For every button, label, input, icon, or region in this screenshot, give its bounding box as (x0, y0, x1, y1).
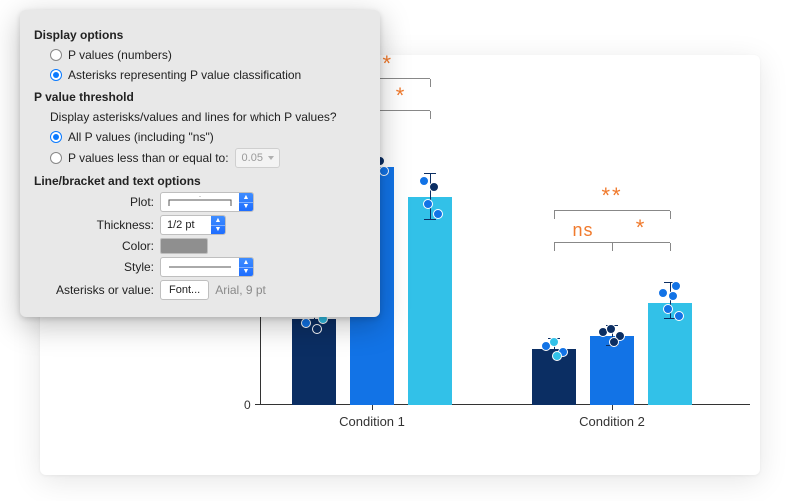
threshold-select[interactable]: 0.05 (235, 148, 280, 168)
data-point (433, 209, 443, 219)
data-point (549, 337, 559, 347)
x-tick (372, 405, 373, 410)
radio-asterisks-label: Asterisks representing P value classific… (68, 68, 301, 82)
section-display-options: Display options (34, 28, 366, 42)
x-tick (612, 405, 613, 410)
sig-bracket (554, 210, 670, 211)
sig-bracket (612, 242, 670, 243)
x-category-label: Condition 2 (579, 414, 645, 429)
sig-bracket (670, 243, 671, 251)
sig-bracket (670, 211, 671, 219)
font-button[interactable]: Font... (160, 280, 209, 300)
label-style: Style: (50, 260, 154, 274)
format-options-panel: Display options P values (numbers) Aster… (20, 10, 380, 317)
sig-label: ** (601, 183, 622, 209)
label-asterisks-or-value: Asterisks or value: (50, 283, 154, 297)
sig-label: * (396, 83, 407, 109)
bracket-preview: * (161, 193, 239, 211)
sig-label: ns (572, 220, 593, 241)
sig-bracket (372, 110, 430, 111)
plot-bracket-style-select[interactable]: * ▲▼ (160, 192, 254, 212)
radio-pvalues[interactable] (50, 49, 62, 61)
data-point (671, 281, 681, 291)
section-line-text-options: Line/bracket and text options (34, 174, 366, 188)
radio-all-pvalues-label: All P values (including "ns") (68, 130, 214, 144)
stepper-icon: ▲▼ (239, 258, 253, 276)
data-point (379, 166, 389, 176)
data-point (674, 311, 684, 321)
data-point (423, 199, 433, 209)
label-color: Color: (50, 239, 154, 253)
y-tick-0 (255, 404, 260, 405)
stepper-icon: ▲▼ (239, 193, 253, 211)
error-cap (424, 219, 436, 220)
sig-bracket (430, 79, 431, 87)
threshold-subtitle: Display asterisks/values and lines for w… (50, 110, 337, 124)
svg-text:*: * (199, 196, 202, 201)
font-description: Arial, 9 pt (215, 283, 266, 297)
data-point (419, 176, 429, 186)
sig-label: * (636, 215, 647, 241)
error-cap (424, 173, 436, 174)
stepper-icon: ▲▼ (211, 216, 225, 234)
thickness-value: 1/2 pt (161, 216, 211, 234)
data-point (658, 288, 668, 298)
radio-lte-label: P values less than or equal to: (68, 151, 229, 165)
y-tick-0-label: 0 (244, 398, 251, 412)
sig-bracket (554, 242, 612, 243)
thickness-select[interactable]: 1/2 pt ▲▼ (160, 215, 226, 235)
line-style-select[interactable]: ▲▼ (160, 257, 254, 277)
x-category-label: Condition 1 (339, 414, 405, 429)
radio-asterisks[interactable] (50, 69, 62, 81)
sig-bracket (430, 111, 431, 119)
radio-all-pvalues[interactable] (50, 131, 62, 143)
sig-bracket (612, 243, 613, 251)
bar (408, 197, 452, 405)
data-point (301, 318, 311, 328)
bracket-color-swatch[interactable] (160, 238, 208, 254)
radio-lte[interactable] (50, 152, 62, 164)
data-point (668, 291, 678, 301)
label-thickness: Thickness: (50, 218, 154, 232)
data-point (552, 351, 562, 361)
data-point (606, 324, 616, 334)
section-pvalue-threshold: P value threshold (34, 90, 366, 104)
data-point (429, 182, 439, 192)
sig-bracket (554, 243, 555, 251)
label-plot: Plot: (50, 195, 154, 209)
radio-pvalues-label: P values (numbers) (68, 48, 172, 62)
sig-bracket (554, 211, 555, 219)
line-style-preview (161, 258, 239, 276)
error-bar (430, 174, 431, 220)
